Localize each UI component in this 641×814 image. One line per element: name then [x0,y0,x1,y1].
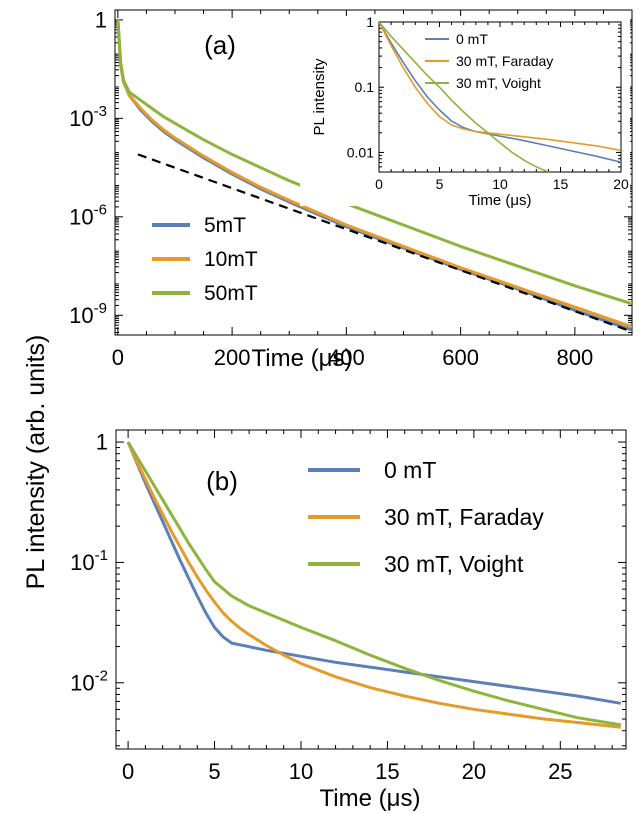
inset-legend-label: 30 mT, Voight [456,75,541,91]
panel-label: (a) [204,30,236,60]
legend-label: 0 mT [384,457,436,483]
panel-b: 0 5 10 15 20 25 1 10-1 10-2 Time (μs) (b) 0 mT 30 mT… [70,429,627,812]
y-tick-label: 0.01 [347,144,374,160]
y-tick-label: 10-6 [69,202,107,230]
inset-legend-label: 30 mT, Faraday [456,53,553,69]
y-tick-label: 10-1 [70,547,108,575]
inset-legend-label: 0 mT [456,31,488,47]
fit-dashed-line [137,153,632,333]
panel-label: (b) [206,466,238,496]
series-50mt [116,19,632,306]
y-tick-label: 10-3 [69,103,107,131]
series-30-mt-voight [379,22,549,172]
panel-a-plot-frame [114,9,633,336]
x-tick-label: 200 [214,345,251,370]
y-tick-label: 1 [96,430,108,455]
legend-label: 5mT [204,214,246,237]
shared-y-axis-label: PL intensity (arb. units) [22,335,50,590]
x-tick-label: 25 [548,759,572,784]
series-30-mt-voight [126,441,622,727]
legend-label: 30 mT, Voight [384,551,524,577]
x-tick-label: 600 [442,345,479,370]
x-tick-label: 800 [557,345,594,370]
y-tick-label: 1 [95,8,107,33]
x-axis-title: Time (μs) [252,345,353,372]
x-tick-label: 20 [462,759,486,784]
x-tick-label: 15 [375,759,399,784]
inset-background [300,16,630,206]
x-axis-title: Time (μs) [320,785,421,812]
inset-x-axis-title: Time (μs) [468,192,531,209]
legend-label: 10mT [204,248,258,271]
x-tick-label: 0 [375,176,383,192]
legend-label: 50mT [204,282,258,305]
x-tick-label: 0 [122,759,134,784]
series-0-mt [126,441,622,705]
inset-y-axis-title: PL intensity [311,58,328,135]
series-30-mt-faraday [379,22,621,152]
x-tick-label: 10 [492,176,508,192]
y-tick-label: 1 [366,14,374,30]
x-tick-label: 0 [112,345,124,370]
y-tick-label: 0.1 [355,79,375,95]
x-tick-label: 10 [289,759,313,784]
x-tick-label: 20 [613,176,629,192]
y-tick-label: 10-2 [70,668,108,696]
x-tick-label: 5 [436,176,444,192]
panel-a-inset: 0 5 10 15 20 1 0.1 0.01 Time (μs) PL intensity 0 m… [300,14,630,209]
series-30-mt-faraday [126,441,621,729]
legend-label: 30 mT, Faraday [384,504,544,530]
x-tick-label: 15 [553,176,569,192]
series-0-mt [379,22,621,163]
y-tick-label: 10-9 [69,300,107,328]
x-tick-label: 5 [208,759,220,784]
x-tick-label: 400 [328,345,365,370]
